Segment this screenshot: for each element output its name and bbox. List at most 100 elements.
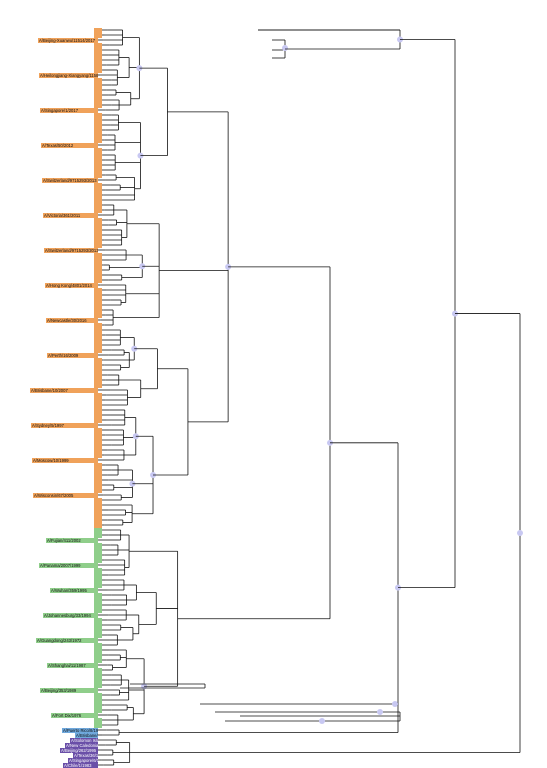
leaf-label — [94, 262, 102, 268]
leaf-label: A/Brisbane/10/2007 — [30, 387, 98, 393]
leaf-label: A/Sydney/5/1997 — [31, 422, 98, 428]
leaf-label: A/Puerto Rico/8/1934 — [62, 727, 98, 733]
leaf-label — [94, 87, 102, 93]
leaf-label — [94, 517, 102, 523]
leaf-label — [94, 347, 102, 353]
leaf-label — [94, 77, 102, 83]
leaf-label: A/Heilongjiang-Xiangyang/1158/2017 — [39, 72, 98, 78]
leaf-label — [94, 292, 102, 298]
leaf-label — [94, 122, 102, 128]
leaf-label — [94, 32, 102, 38]
leaf-label — [94, 187, 102, 193]
leaf-label — [94, 112, 102, 118]
leaf-label: A/Perth/16/2009 — [47, 352, 98, 358]
leaf-label — [94, 462, 102, 468]
leaf-label — [94, 582, 102, 588]
leaf-label — [94, 157, 102, 163]
leaf-label — [94, 542, 102, 548]
leaf-label — [94, 437, 102, 443]
leaf-label — [94, 82, 102, 88]
leaf-label — [94, 572, 102, 578]
leaf-label — [94, 472, 102, 478]
leaf-label — [94, 632, 102, 638]
leaf-label: A/Switzerland/9715293/2013 — [42, 177, 98, 183]
leaf-label — [94, 652, 102, 658]
leaf-label: A/Shanghai/11/1987 — [47, 662, 98, 668]
leaf-label: A/Wuhan/359/1995 — [50, 587, 98, 593]
leaf-label: A/New Caledonia/20/1999 — [65, 742, 98, 748]
leaf-label — [94, 442, 102, 448]
leaf-label — [94, 332, 102, 338]
leaf-label: A/Johannesburg/33/1994 — [43, 612, 98, 618]
leaf-label — [94, 57, 102, 63]
leaf-label — [94, 367, 102, 373]
leaf-label — [94, 242, 102, 248]
leaf-label: A/Panama/2007/1999 — [39, 562, 98, 568]
leaf-label — [94, 502, 102, 508]
leaf-label — [94, 672, 102, 678]
leaf-label — [94, 117, 102, 123]
leaf-label: A/Fujian/411/2002 — [46, 537, 98, 543]
leaf-label — [94, 257, 102, 263]
leaf-label — [94, 627, 102, 633]
leaf-label — [94, 67, 102, 73]
leaf-label — [94, 277, 102, 283]
leaf-label — [94, 577, 102, 583]
leaf-label — [94, 477, 102, 483]
leaf-label — [94, 132, 102, 138]
leaf-label — [94, 127, 102, 133]
leaf-label — [94, 717, 102, 723]
leaf-label — [94, 182, 102, 188]
leaf-label — [94, 597, 102, 603]
leaf-label — [94, 657, 102, 663]
leaf-label — [94, 232, 102, 238]
leaf-label — [94, 377, 102, 383]
leaf-label — [94, 692, 102, 698]
leaf-label: A/Beijing-Xuanwu/11514/2017 — [38, 37, 98, 43]
leaf-label: A/Singapore/6/1986 — [68, 757, 98, 763]
leaf-label — [94, 172, 102, 178]
leaf-label — [94, 722, 102, 728]
leaf-label: A/Moscow/10/1999 — [32, 457, 98, 463]
leaf-label — [94, 207, 102, 213]
leaf-label: A/Guangdong/243/1972 — [36, 637, 98, 643]
leaf-label — [94, 62, 102, 68]
leaf-label — [94, 427, 102, 433]
leaf-label — [94, 667, 102, 673]
leaf-label — [94, 397, 102, 403]
leaf-label — [94, 622, 102, 628]
leaf-label — [94, 42, 102, 48]
leaf-label — [94, 322, 102, 328]
leaf-label — [94, 682, 102, 688]
leaf-label — [94, 697, 102, 703]
leaf-label — [94, 92, 102, 98]
leaf-label — [94, 327, 102, 333]
leaf-label — [94, 192, 102, 198]
leaf-label — [94, 252, 102, 258]
leaf-label — [94, 267, 102, 273]
leaf-label — [94, 702, 102, 708]
leaf-label — [94, 647, 102, 653]
support-node-marker — [282, 45, 288, 51]
leaf-label — [94, 602, 102, 608]
leaf-label — [94, 357, 102, 363]
leaf-label — [94, 552, 102, 558]
support-node-marker — [392, 701, 398, 707]
leaf-label — [94, 432, 102, 438]
leaf-label — [94, 47, 102, 53]
leaf-label — [94, 402, 102, 408]
support-node-marker — [319, 718, 325, 724]
support-node-marker — [377, 709, 383, 715]
leaf-label — [94, 152, 102, 158]
leaf-label — [94, 527, 102, 533]
leaf-label — [94, 557, 102, 563]
leaf-label — [94, 287, 102, 293]
leaf-label: A/Texas/50/2012 — [41, 142, 98, 148]
leaf-label — [94, 522, 102, 528]
leaf-label — [94, 452, 102, 458]
leaf-label: A/Newcastle/30/2016 — [46, 317, 98, 323]
leaf-label — [94, 227, 102, 233]
leaf-label — [94, 297, 102, 303]
leaf-label — [94, 532, 102, 538]
leaf-label — [94, 97, 102, 103]
